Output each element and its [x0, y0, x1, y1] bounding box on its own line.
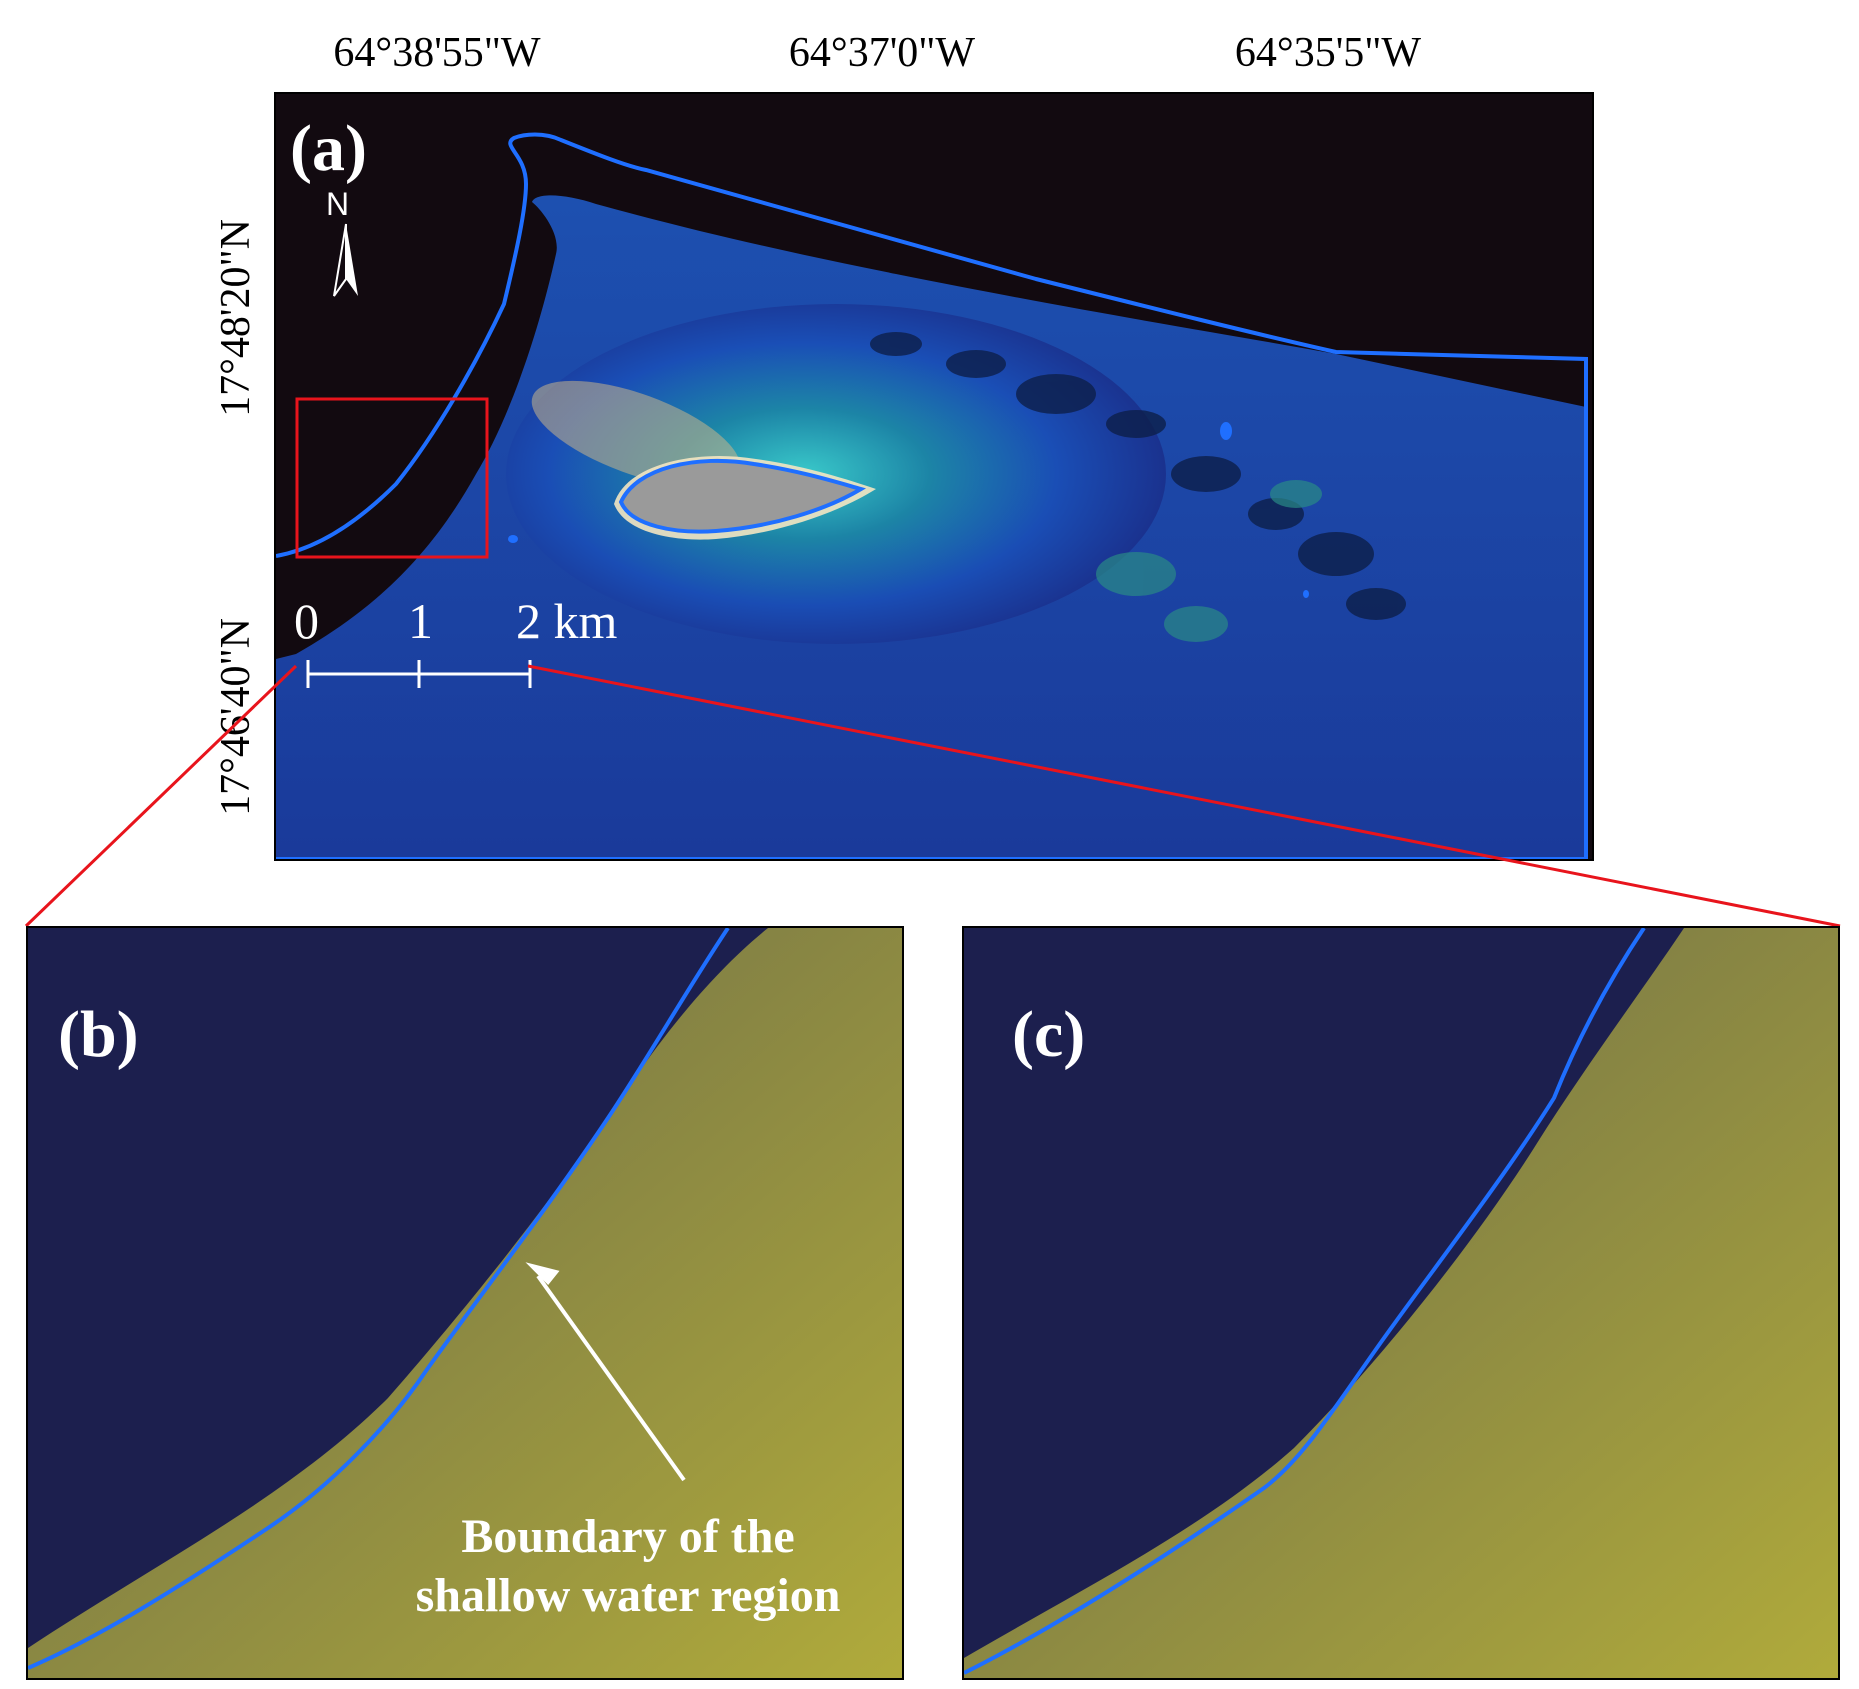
shallow-water-boundary-line: [964, 928, 1646, 1675]
panel-a-label: (a): [290, 112, 367, 185]
island: [618, 458, 867, 534]
boundary-feature: [508, 535, 518, 543]
longitude-label-1: 64°38'55"W: [333, 30, 541, 76]
reef-area: [506, 304, 1166, 644]
boundary-feature: [1303, 590, 1309, 598]
longitude-label-3: 64°35'5"W: [1234, 30, 1422, 76]
panel-c-zoom: (c): [962, 926, 1840, 1680]
inset-box: [295, 397, 489, 559]
annotation-line-1: Boundary of the: [461, 1510, 795, 1563]
panel-b-label: (b): [58, 998, 139, 1071]
shallow-water-boundary-line: [28, 928, 730, 1670]
shallow-water-boundary-line: [276, 132, 1588, 859]
annotation-line-2: shallow water region: [415, 1568, 841, 1622]
north-label: N: [326, 186, 350, 222]
scale-label-2km: 2 km: [516, 593, 618, 649]
panel-b-zoom: (b) Boundary of the shallow water region: [26, 926, 904, 1680]
shallow-zone: [28, 928, 902, 1678]
satellite-map-overview: [276, 94, 1592, 859]
panel-c-label: (c): [1012, 998, 1086, 1071]
reef-flats: [1096, 480, 1322, 642]
north-arrow-icon: [333, 223, 358, 297]
boundary-annotation: Boundary of the shallow water region: [358, 1508, 898, 1625]
annotation-arrow-icon: [525, 1262, 686, 1482]
shallow-zone: [964, 928, 1838, 1678]
longitude-label-2: 64°37'0"W: [788, 30, 976, 76]
zoom-image-c: [964, 928, 1838, 1678]
zoom-image-b: [28, 928, 902, 1678]
boundary-feature: [1220, 422, 1232, 440]
scale-label-0: 0: [294, 593, 319, 649]
scale-bar: [306, 660, 532, 688]
panel-a-map: (a) N 0 1 2 km: [274, 92, 1594, 861]
scale-label-1: 1: [408, 593, 433, 649]
reef-patches: [870, 332, 1406, 620]
